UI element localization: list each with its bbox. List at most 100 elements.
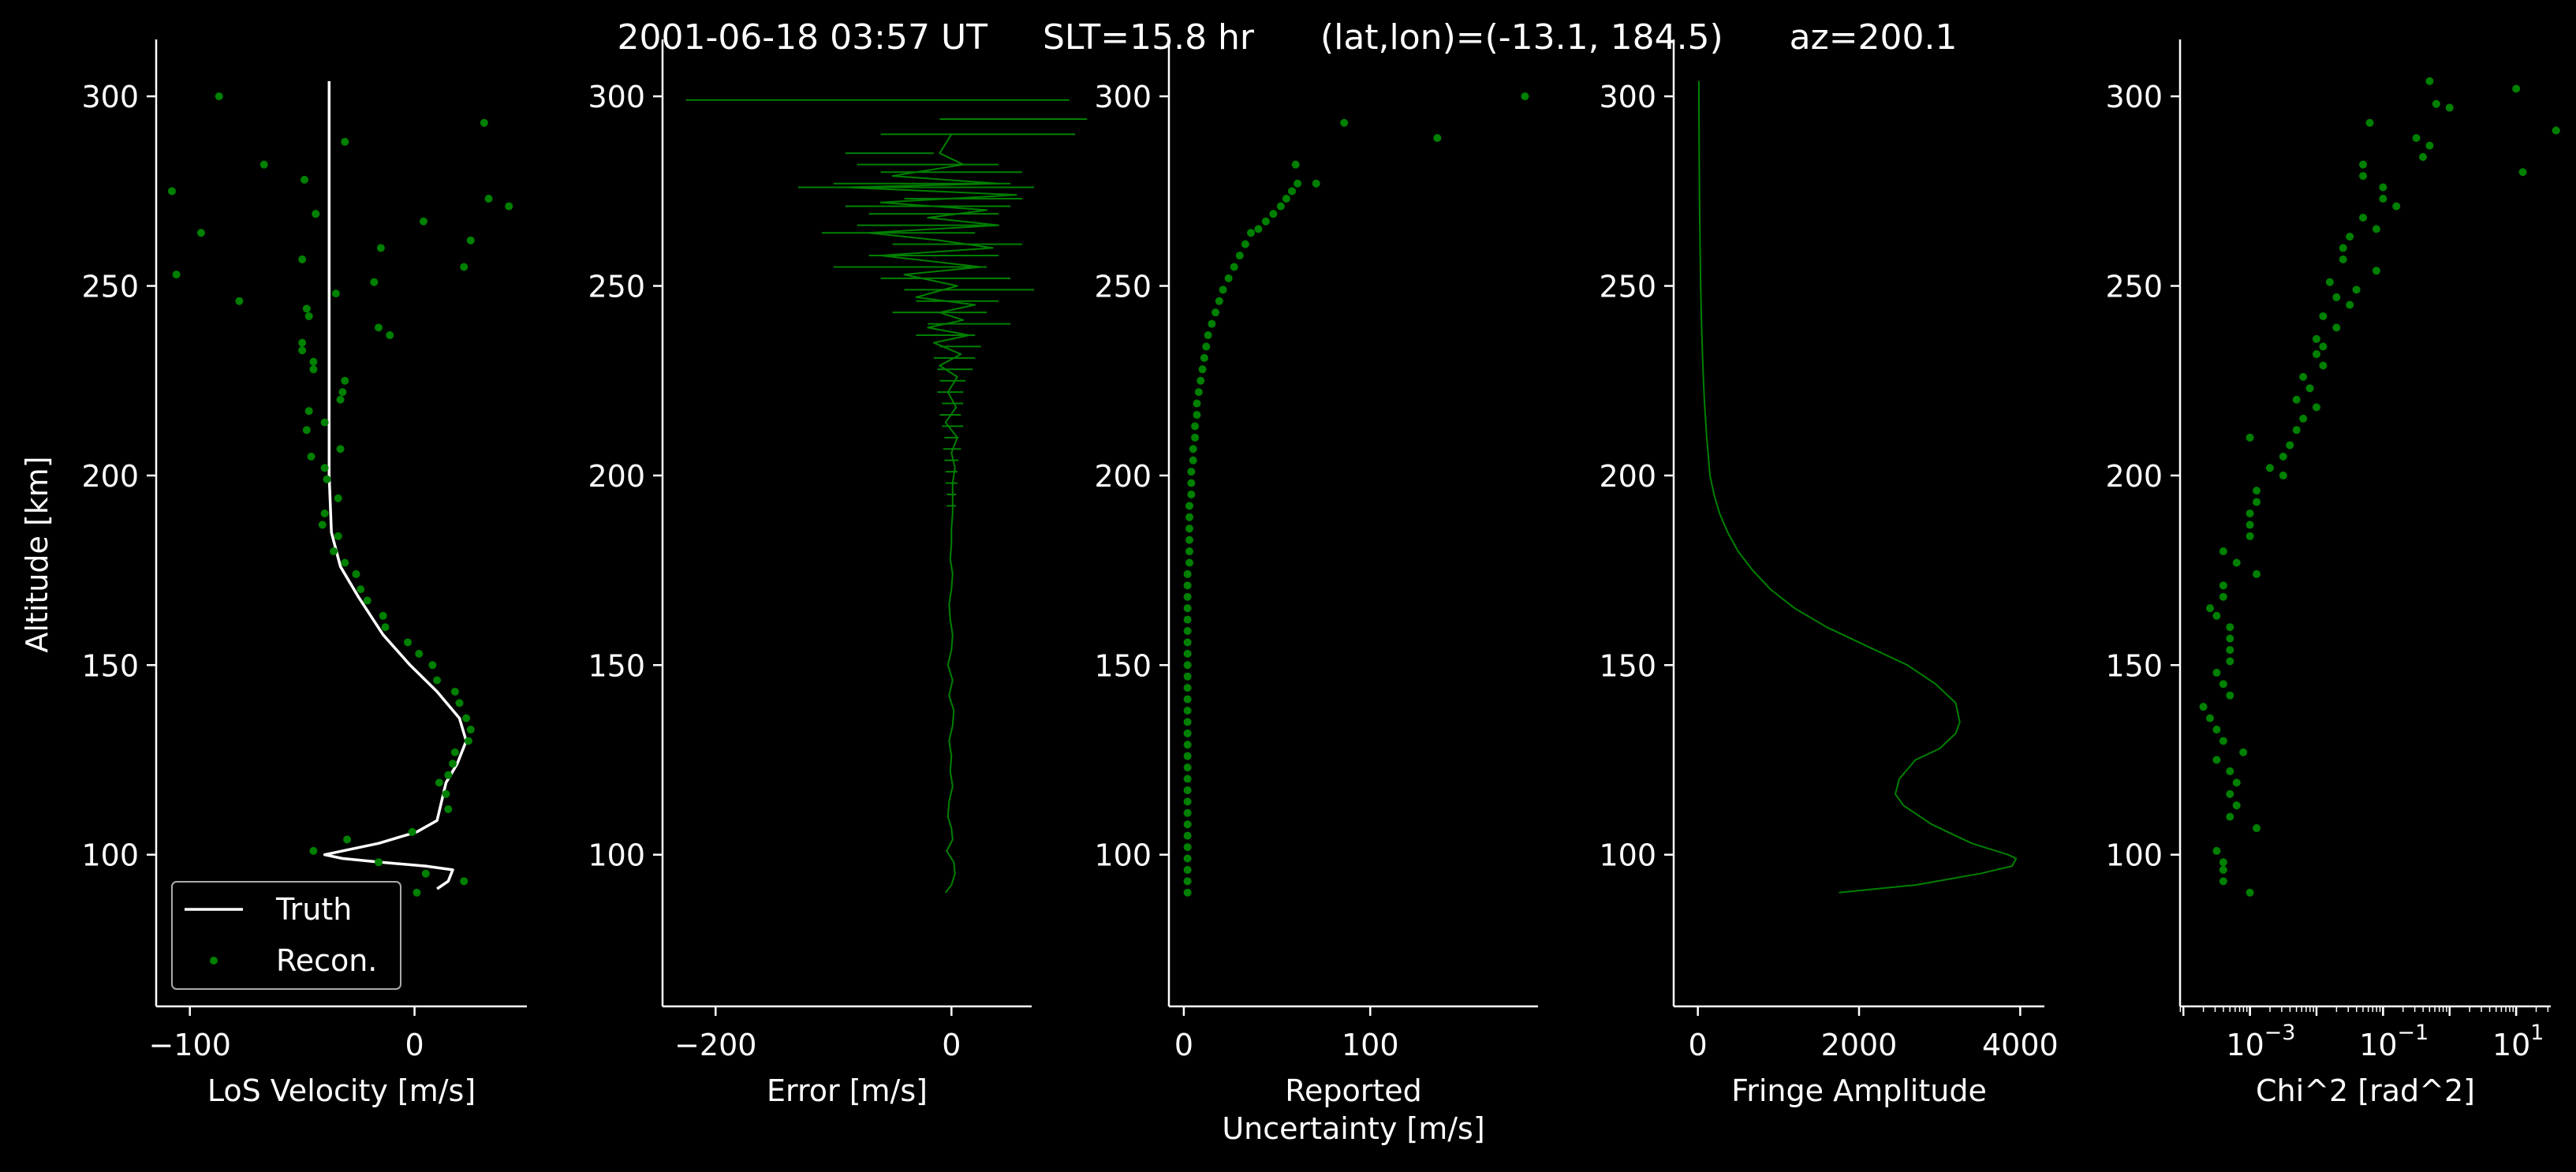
- data-point: [455, 699, 464, 707]
- y-tick-label: 300: [81, 80, 139, 114]
- data-point: [419, 217, 427, 226]
- data-point: [1183, 672, 1192, 681]
- data-point: [1183, 865, 1192, 874]
- data-point: [1183, 569, 1192, 578]
- data-point: [2319, 312, 2328, 320]
- data-point: [1282, 194, 1290, 203]
- data-point: [1183, 843, 1192, 852]
- data-point: [2212, 668, 2221, 677]
- data-point: [2232, 801, 2241, 810]
- data-point: [172, 271, 181, 279]
- data-point: [2219, 680, 2227, 689]
- data-point: [302, 426, 311, 435]
- data-point: [309, 846, 318, 855]
- series-line: [844, 133, 1017, 894]
- data-point: [1183, 604, 1192, 613]
- data-point: [2346, 233, 2354, 241]
- data-point: [196, 229, 205, 237]
- data-point: [1183, 808, 1192, 817]
- data-point: [2279, 471, 2287, 480]
- data-point: [2226, 623, 2234, 632]
- data-point: [1183, 684, 1192, 692]
- data-point: [215, 92, 223, 101]
- data-point: [462, 714, 471, 722]
- x-tick-label: 0: [942, 1028, 961, 1062]
- data-point: [1185, 524, 1193, 533]
- data-point: [2219, 581, 2227, 590]
- data-point: [1183, 888, 1192, 897]
- data-point: [1183, 581, 1192, 590]
- y-tick-label: 300: [1094, 80, 1152, 114]
- data-point: [2253, 487, 2261, 495]
- data-point: [2312, 334, 2320, 343]
- data-point: [312, 210, 320, 218]
- data-point: [1191, 422, 1200, 431]
- data-point: [379, 611, 387, 620]
- x-tick-label: 2000: [1821, 1028, 1898, 1062]
- data-point: [1183, 752, 1192, 760]
- data-point: [449, 760, 457, 768]
- data-point: [1208, 319, 1216, 328]
- data-point: [2359, 160, 2368, 169]
- data-point: [357, 585, 365, 594]
- data-point: [1340, 118, 1349, 127]
- data-point: [1183, 763, 1192, 772]
- y-tick-label: 250: [2105, 270, 2163, 304]
- data-point: [450, 687, 459, 696]
- data-point: [464, 737, 472, 745]
- data-point: [338, 388, 347, 397]
- data-point: [2286, 441, 2294, 450]
- data-point: [2219, 877, 2227, 886]
- data-point: [376, 244, 385, 252]
- data-point: [2219, 858, 2227, 867]
- data-point: [2226, 812, 2234, 821]
- data-point: [2279, 452, 2287, 461]
- data-point: [343, 835, 352, 844]
- y-tick-label: 250: [1599, 270, 1656, 304]
- data-point: [1185, 513, 1193, 521]
- data-point: [2339, 255, 2347, 263]
- data-point: [1269, 210, 1278, 218]
- data-point: [302, 304, 311, 313]
- y-tick-label: 300: [588, 80, 645, 114]
- data-point: [1193, 399, 1201, 408]
- data-point: [1433, 134, 1442, 143]
- data-point: [2253, 824, 2261, 833]
- y-tick-label: 100: [1599, 838, 1656, 873]
- data-point: [2212, 726, 2221, 734]
- data-point: [2226, 634, 2234, 643]
- data-point: [1198, 365, 1207, 374]
- data-point: [2246, 888, 2254, 897]
- data-point: [1211, 308, 1220, 317]
- data-point: [1241, 240, 1249, 248]
- data-point: [2359, 213, 2368, 222]
- data-point: [301, 175, 308, 184]
- data-point: [1261, 217, 1270, 226]
- data-point: [1183, 638, 1192, 647]
- data-point: [381, 623, 390, 632]
- data-point: [320, 418, 329, 427]
- data-point: [433, 676, 442, 685]
- y-tick-label: 100: [1094, 838, 1152, 873]
- data-point: [298, 338, 307, 347]
- data-point: [1288, 187, 1296, 196]
- data-point: [2379, 183, 2387, 192]
- data-point: [2246, 433, 2254, 442]
- data-point: [2518, 168, 2527, 177]
- y-tick-label: 300: [2105, 80, 2163, 114]
- data-point: [1235, 252, 1244, 260]
- data-point: [304, 312, 313, 320]
- data-point: [1183, 786, 1192, 794]
- data-point: [341, 137, 349, 146]
- data-point: [2339, 244, 2347, 252]
- data-point: [450, 748, 459, 756]
- data-point: [1312, 179, 1320, 188]
- data-point: [2226, 691, 2234, 700]
- y-tick-label: 200: [588, 459, 645, 494]
- data-point: [304, 407, 313, 416]
- data-point: [2312, 403, 2320, 412]
- x-tick-exponent: 1: [2530, 1021, 2544, 1045]
- data-point: [1230, 263, 1238, 271]
- data-point: [435, 778, 443, 787]
